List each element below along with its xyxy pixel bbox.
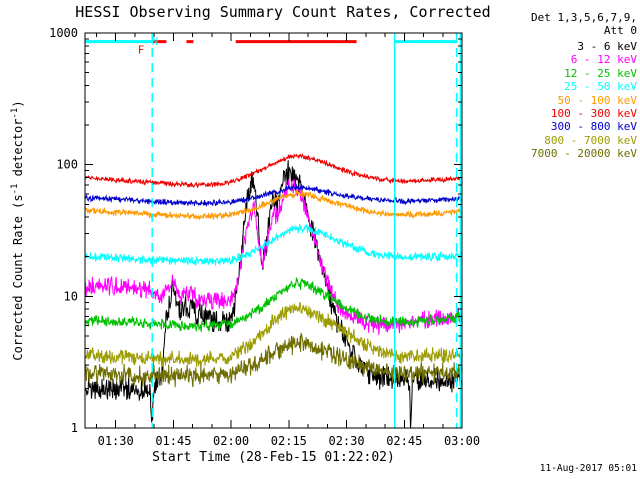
flag-label-N: N xyxy=(152,35,159,48)
x-tick-label: 02:45 xyxy=(386,434,422,448)
y-tick-label: 1 xyxy=(71,421,78,435)
series-line-2 xyxy=(85,178,462,336)
legend-entry: 50 - 100 keV xyxy=(557,93,637,107)
series-line-8 xyxy=(85,302,462,368)
x-tick-label: 02:30 xyxy=(328,434,364,448)
legend-entry: 800 - 7000 keV xyxy=(544,133,637,147)
x-tick-label: 02:00 xyxy=(213,434,249,448)
legend-entry: 3 - 6 keV xyxy=(577,40,637,53)
data-series xyxy=(85,152,462,428)
flag-vlines xyxy=(151,33,462,428)
legend-detector-list: Det 1,3,5,6,7,9, xyxy=(531,11,637,24)
x-tick-label: 03:00 xyxy=(444,434,480,448)
axes xyxy=(84,32,463,429)
legend-attenuator-state: Att 0 xyxy=(603,24,637,37)
series-line-6 xyxy=(85,152,462,189)
legend-entry: 12 - 25 keV xyxy=(564,66,637,80)
legend-entry: 25 - 50 keV xyxy=(564,80,637,94)
y-axis-label: Corrected Count Rate (s-1 detector-1) xyxy=(10,100,25,360)
series-line-3 xyxy=(85,277,462,333)
y-tick-label: 100 xyxy=(56,158,78,172)
x-tick-label: 01:30 xyxy=(98,434,134,448)
legend-entries: 3 - 6 keV 6 - 12 keV 12 - 25 keV 25 - 50 ke… xyxy=(531,40,637,161)
legend-entry: 6 - 12 keV xyxy=(570,53,637,67)
tick-labels: 01:30 01:45 02:00 02:15 02:30 02:45 03:00 1 10 10… xyxy=(49,26,480,448)
series-line-1 xyxy=(85,160,462,428)
y-tick-label: 10 xyxy=(64,289,78,303)
legend-entry: 100 - 300 keV xyxy=(550,107,637,121)
generation-timestamp: 11-Aug-2017 05:01 xyxy=(539,463,637,474)
series-line-9 xyxy=(85,332,462,388)
series-line-4 xyxy=(85,223,462,266)
legend: Det 1,3,5,6,7,9, Att 0 3 - 6 keV 6 - 12 k… xyxy=(531,11,637,161)
chart-title: HESSI Observing Summary Count Rates, Cor… xyxy=(75,3,491,21)
flag-label-F: F xyxy=(138,43,145,56)
y-tick-label: 1000 xyxy=(49,26,78,40)
x-axis-label: Start Time (28-Feb-15 01:22:02) xyxy=(152,450,395,465)
legend-entry: 300 - 800 keV xyxy=(550,120,637,134)
legend-entry: 7000 - 20000 keV xyxy=(531,147,637,161)
x-tick-label: 02:15 xyxy=(271,434,307,448)
series-line-7 xyxy=(85,183,462,207)
series-line-5 xyxy=(85,189,462,221)
x-tick-label: 01:45 xyxy=(155,434,191,448)
